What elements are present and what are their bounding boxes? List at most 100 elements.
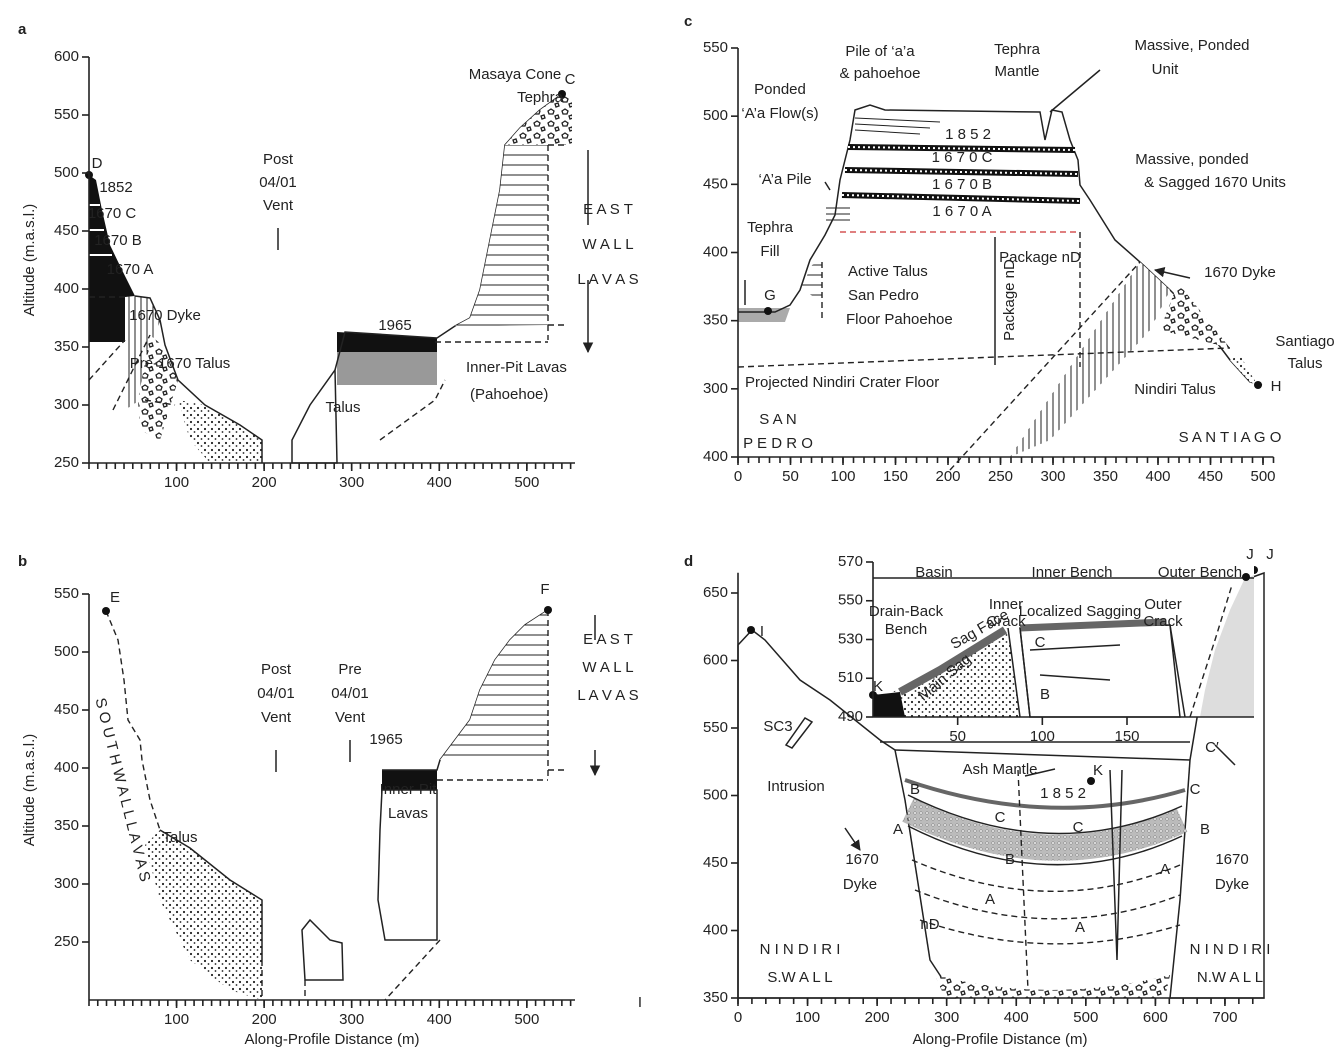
annotation: 04/01 [259, 174, 297, 191]
x-tick-label: 150 [883, 468, 908, 485]
annotation: Post [263, 151, 294, 168]
annotation: 1670 A [107, 261, 154, 278]
shape [1242, 573, 1250, 581]
annotation: Nindiri Talus [1134, 381, 1215, 398]
annotation: 1 8 5 2 [1040, 785, 1086, 802]
annotation: C [1073, 819, 1084, 836]
shape [337, 352, 437, 385]
x-tick-label: 150 [1114, 728, 1139, 745]
annotation: Talus [1287, 355, 1322, 372]
annotation: Floor Pahoehoe [846, 311, 953, 328]
y-tick-label: 400 [54, 759, 79, 776]
annotation: Massive, ponded [1135, 151, 1248, 168]
shape [873, 692, 905, 717]
annotation: L A V A S [577, 687, 638, 704]
x-tick-label: 100 [1030, 728, 1055, 745]
shape [262, 960, 305, 1000]
y-tick-label: 450 [703, 854, 728, 871]
annotation: 1670 Dyke [1204, 264, 1276, 281]
shape [1110, 770, 1122, 960]
annotation: Lavas [388, 805, 428, 822]
annotation: & pahoehoe [840, 65, 921, 82]
annotation: Vent [335, 709, 366, 726]
annotation: Intrusion [767, 778, 825, 795]
y-tick-label: 600 [54, 48, 79, 65]
annotation: ‘A’a Pile [758, 171, 811, 188]
annotation: Bench [885, 621, 928, 638]
y-tick-label: 550 [703, 719, 728, 736]
annotation: S O U T H W A L L L A V A S [91, 696, 153, 883]
shape [1160, 283, 1230, 348]
annotation: Active Talus [848, 263, 928, 280]
y-tick-label: 400 [703, 921, 728, 938]
annotation: Pile of ‘a’a [845, 43, 915, 60]
x-tick-label: 600 [1143, 1009, 1168, 1026]
x-tick-label: 250 [988, 468, 1013, 485]
annotation: Talus [162, 829, 197, 846]
annotation: nD [920, 916, 939, 933]
annotation: G [764, 287, 776, 304]
y-tick-label: 570 [838, 553, 863, 570]
annotation: B [1200, 821, 1210, 838]
annotation: 1965 [369, 731, 402, 748]
annotation: 1 6 7 0 C [932, 149, 993, 166]
annotation: C′ [1205, 739, 1219, 756]
y-axis-label: Altitude (m.a.s.l.) [21, 734, 38, 847]
annotation: 1852 [99, 179, 132, 196]
annotation: B [1005, 851, 1015, 868]
annotation: Ash Mantle [962, 761, 1037, 778]
y-tick-label: 550 [703, 39, 728, 56]
annotation: N I N D I R I [1190, 941, 1271, 958]
annotation: L A V A S [577, 271, 638, 288]
panel-label: a [18, 21, 27, 38]
x-tick-label: 200 [935, 468, 960, 485]
annotation: Tephra [747, 219, 794, 236]
shape [1254, 381, 1262, 389]
y-tick-label: 350 [703, 989, 728, 1006]
annotation: 1 6 7 0 A [932, 203, 991, 220]
annotation: A [985, 891, 995, 908]
annotation: Localized Sagging [1019, 603, 1142, 620]
shape [145, 830, 262, 1000]
x-axis-label: Along-Profile Distance (m) [244, 1031, 419, 1048]
shape [908, 810, 1182, 848]
x-tick-label: 200 [865, 1009, 890, 1026]
annotation: Ponded [754, 81, 806, 98]
annotation: 1670 Dyke [129, 307, 201, 324]
x-tick-label: 300 [339, 1011, 364, 1028]
annotation: Santiago [1275, 333, 1334, 350]
x-tick-label: 300 [1040, 468, 1065, 485]
x-tick-label: 0 [734, 468, 742, 485]
x-tick-label: 400 [427, 1011, 452, 1028]
annotation: Massive, Ponded [1134, 37, 1249, 54]
annotation: C [1035, 634, 1046, 651]
y-tick-label: 530 [838, 630, 863, 647]
annotation: 1670 C [88, 205, 137, 222]
annotation: E A S T [583, 631, 633, 648]
annotation: 1670 B [94, 232, 142, 249]
y-tick-label: 250 [54, 454, 79, 471]
y-tick-label: 550 [54, 585, 79, 602]
annotation: Pre [338, 661, 361, 678]
x-tick-label: 50 [949, 728, 966, 745]
annotation: 1 6 7 0 B [932, 176, 992, 193]
y-tick-label: 300 [54, 875, 79, 892]
annotation: Inner-Pit Lavas [466, 359, 567, 376]
annotation: Package nD [1001, 259, 1018, 341]
shape [544, 606, 552, 614]
y-tick-label: 500 [54, 643, 79, 660]
x-tick-label: 400 [1145, 468, 1170, 485]
annotation: E A S T [583, 201, 633, 218]
annotation: B [910, 781, 920, 798]
y-tick-label: 550 [838, 592, 863, 609]
x-tick-label: 700 [1212, 1009, 1237, 1026]
annotation: Dyke [1215, 876, 1249, 893]
annotation: Projected Nindiri Crater Floor [745, 374, 939, 391]
annotation: Fill [760, 243, 779, 260]
annotation: Outer Bench [1158, 564, 1242, 581]
annotation: N.W A L L [1197, 969, 1263, 986]
y-tick-label: 300 [54, 396, 79, 413]
annotation: Pre-1670 Talus [130, 355, 231, 372]
x-tick-label: 300 [934, 1009, 959, 1026]
figure: 250300350400450500550600100200300400500a… [0, 0, 1337, 1055]
